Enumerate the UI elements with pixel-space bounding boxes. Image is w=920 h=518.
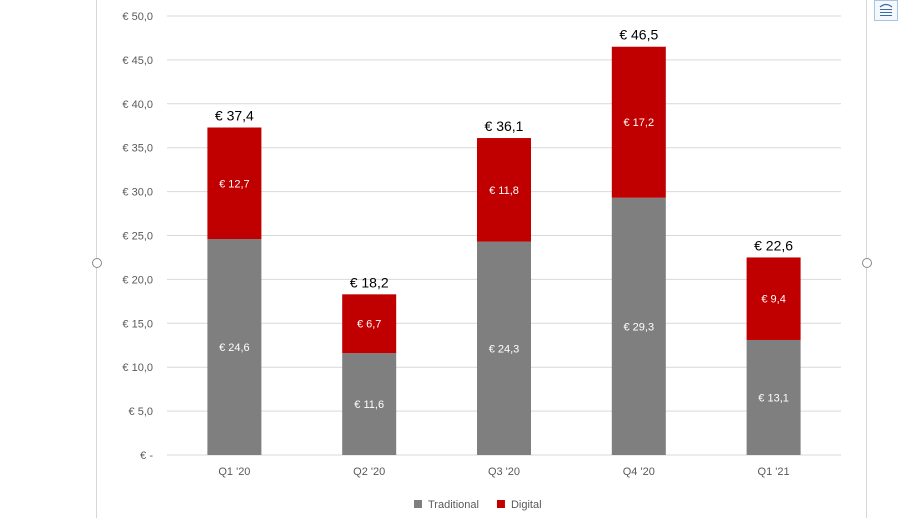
data-label-traditional: € 24,3 xyxy=(489,343,520,355)
total-label: € 22,6 xyxy=(754,237,793,253)
y-axis-tick-labels: € - € 5,0 € 10,0 € 15,0 € 20,0 € 25,0 € 30,0 € … xyxy=(122,11,153,462)
y-tick-label: € 40,0 xyxy=(122,99,153,111)
bars: € 24,6 € 12,7 € 37,4 € 11,6 € 6,7 € 18,2 € 24,… xyxy=(207,27,801,455)
data-label-traditional: € 13,1 xyxy=(758,392,789,404)
y-tick-label: € 35,0 xyxy=(122,143,153,155)
bar-segment-traditional xyxy=(477,241,531,455)
bar-segment-traditional xyxy=(207,239,262,455)
bar-segment-traditional xyxy=(746,339,801,455)
data-label-digital: € 6,7 xyxy=(357,319,381,331)
bar-segment-digital xyxy=(611,46,666,198)
total-label: € 46,5 xyxy=(619,27,658,43)
y-tick-label: € 30,0 xyxy=(122,187,153,199)
bar-segment-digital xyxy=(342,294,397,354)
total-label: € 18,2 xyxy=(350,274,389,290)
layout-options-button[interactable] xyxy=(874,0,898,21)
resize-handle-right[interactable] xyxy=(862,258,872,268)
bar-segment-digital xyxy=(746,257,801,340)
data-label-digital: € 9,4 xyxy=(761,294,785,306)
bar-segment-traditional xyxy=(342,353,397,455)
x-category-label: Q2 '20 xyxy=(353,466,385,478)
y-tick-label: € 15,0 xyxy=(122,318,153,330)
y-tick-label: € 50,0 xyxy=(122,11,153,23)
x-category-label: Q4 '20 xyxy=(623,466,655,478)
data-label-traditional: € 29,3 xyxy=(624,321,655,333)
y-tick-label: € 10,0 xyxy=(122,362,153,374)
legend-swatch-digital xyxy=(496,500,505,508)
x-category-label: Q1 '20 xyxy=(218,466,250,478)
bar-segment-digital xyxy=(477,138,531,242)
data-label-traditional: € 24,6 xyxy=(219,342,250,354)
x-axis-category-labels: Q1 '20 Q2 '20 Q3 '20 Q4 '20 Q1 '21 xyxy=(218,466,789,478)
y-tick-label: € 5,0 xyxy=(129,406,153,418)
data-label-digital: € 11,8 xyxy=(489,185,519,197)
bar-segment-digital xyxy=(207,127,262,240)
x-category-label: Q3 '20 xyxy=(488,466,520,478)
bar-segment-traditional xyxy=(611,197,666,455)
total-label: € 36,1 xyxy=(485,118,524,134)
resize-handle-left[interactable] xyxy=(92,258,102,268)
data-label-digital: € 17,2 xyxy=(624,117,655,129)
data-label-traditional: € 11,6 xyxy=(354,399,384,411)
legend: Traditional Digital xyxy=(414,499,542,511)
legend-label-traditional: Traditional xyxy=(428,499,479,511)
x-category-label: Q1 '21 xyxy=(758,466,790,478)
y-tick-label: € 25,0 xyxy=(122,231,153,243)
total-label: € 37,4 xyxy=(215,108,254,124)
legend-swatch-traditional xyxy=(414,500,422,508)
y-tick-label: € 45,0 xyxy=(122,55,153,67)
y-tick-label: € 20,0 xyxy=(122,274,153,286)
y-tick-label: € - xyxy=(140,450,153,462)
legend-label-digital: Digital xyxy=(511,499,542,511)
layout-options-icon xyxy=(879,3,893,16)
data-label-digital: € 12,7 xyxy=(219,178,250,190)
